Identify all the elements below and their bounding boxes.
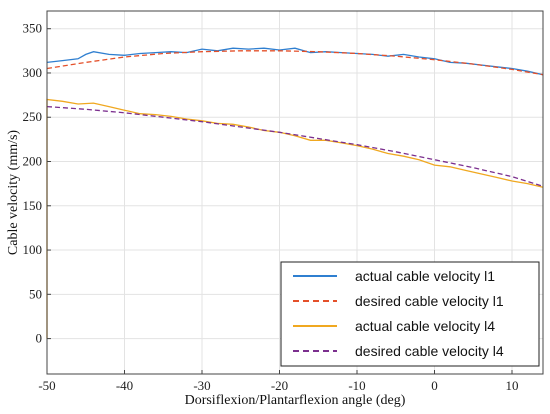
legend-label-1: actual cable velocity l1 bbox=[355, 268, 495, 284]
y-tick-label: 150 bbox=[23, 198, 43, 213]
plot-frame bbox=[46, 10, 544, 375]
legend-label-4: desired cable velocity l4 bbox=[355, 343, 504, 359]
legend: actual cable velocity l1 desired cable ve… bbox=[280, 261, 540, 367]
legend-label-3: actual cable velocity l4 bbox=[355, 318, 495, 334]
legend-label-2: desired cable velocity l1 bbox=[355, 293, 504, 309]
legend-box bbox=[280, 261, 540, 367]
x-tick-label: 10 bbox=[506, 378, 519, 393]
y-tick-label: 100 bbox=[23, 242, 43, 257]
series-layer bbox=[46, 47, 544, 339]
grid bbox=[46, 11, 543, 374]
y-tick-label: 200 bbox=[23, 154, 43, 169]
y-tick-label: 250 bbox=[23, 109, 43, 124]
x-tick-label: -40 bbox=[116, 378, 133, 393]
series-line-2 bbox=[46, 50, 544, 76]
x-tick-label: 0 bbox=[431, 378, 438, 393]
y-tick-labels: 0 50 100 150 200 250 300 350 bbox=[23, 21, 51, 346]
y-tick-label: 350 bbox=[23, 21, 43, 36]
y-tick-label: 0 bbox=[36, 331, 43, 346]
x-tick-label: -10 bbox=[348, 378, 365, 393]
y-axis-label: Cable velocity (mm/s) bbox=[6, 130, 21, 256]
y-tick-label: 300 bbox=[23, 65, 43, 80]
x-tick-label: -20 bbox=[271, 378, 288, 393]
x-tick-label: -50 bbox=[38, 378, 55, 393]
x-axis-label: Dorsiflexion/Plantarflexion angle (deg) bbox=[185, 393, 406, 408]
x-tick-label: -30 bbox=[193, 378, 210, 393]
series-line-4 bbox=[46, 105, 544, 187]
x-tick-labels: -50 -40 -30 -20 -10 0 10 bbox=[38, 370, 519, 393]
y-tick-label: 50 bbox=[29, 286, 42, 301]
